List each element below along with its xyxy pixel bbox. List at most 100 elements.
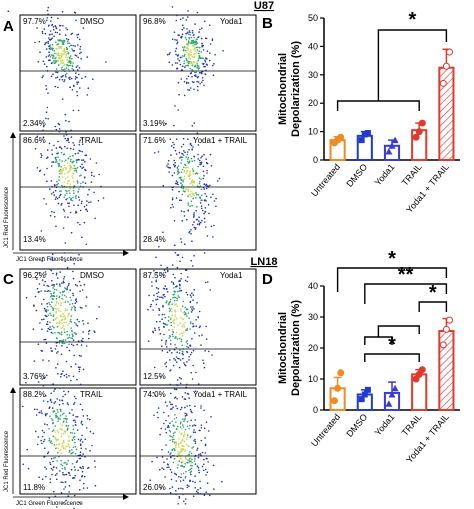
- flow-event-dot: [179, 480, 182, 482]
- flow-event-dot: [187, 312, 190, 314]
- flow-event-dot: [157, 407, 160, 409]
- flow-event-dot: [174, 359, 177, 361]
- flow-event-dot: [79, 489, 81, 491]
- flow-event-dot: [59, 190, 61, 193]
- flow-event-dot: [171, 197, 174, 199]
- flow-event-dot: [174, 62, 177, 64]
- flow-event-dot: [35, 414, 38, 416]
- flow-event-dot: [189, 177, 191, 180]
- flow-event-dot: [76, 325, 79, 327]
- flow-event-dot: [181, 256, 184, 259]
- flow-event-dot: [68, 375, 70, 377]
- flow-event-dot: [55, 297, 58, 300]
- flow-event-dot: [55, 274, 58, 276]
- flow-event-dot: [59, 470, 61, 472]
- flow-event-dot: [49, 478, 52, 480]
- flow-event-dot: [93, 175, 95, 178]
- flow-event-dot: [181, 427, 183, 430]
- flow-event-dot: [85, 154, 88, 156]
- flow-event-dot: [188, 37, 191, 40]
- flow-event-dot: [183, 80, 186, 83]
- flow-event-dot: [60, 481, 62, 484]
- flow-event-dot: [51, 419, 54, 421]
- flow-event-dot: [153, 294, 155, 297]
- flow-event-dot: [196, 49, 199, 51]
- flow-event-dot: [68, 56, 71, 59]
- flow-event-dot: [43, 447, 46, 450]
- flow-event-dot: [79, 209, 82, 212]
- flow-event-dot: [171, 281, 173, 283]
- flow-event-dot: [75, 19, 77, 22]
- flow-event-dot: [156, 271, 158, 274]
- flow-event-dot: [67, 495, 69, 497]
- flow-event-dot: [212, 464, 215, 467]
- flow-event-dot: [167, 415, 170, 417]
- flow-event-dot: [72, 270, 74, 273]
- flow-event-dot: [79, 466, 81, 469]
- flow-event-dot: [175, 197, 178, 199]
- flow-event-dot: [88, 329, 91, 332]
- flow-event-dot: [195, 172, 198, 174]
- flow-event-dot: [209, 52, 211, 54]
- flow-event-dot: [77, 469, 79, 472]
- flow-event-dot: [183, 440, 186, 443]
- flow-event-dot: [56, 161, 58, 163]
- flow-event-dot: [55, 61, 57, 64]
- flow-event-dot: [60, 339, 62, 342]
- flow-event-dot: [195, 46, 198, 49]
- flow-event-dot: [183, 313, 186, 316]
- flow-event-dot: [62, 315, 65, 318]
- flow-event-dot: [174, 162, 176, 164]
- flow-event-dot: [184, 306, 187, 309]
- flow-event-dot: [161, 467, 163, 469]
- flow-event-dot: [52, 298, 54, 301]
- flow-event-dot: [83, 205, 86, 208]
- flow-event-dot: [70, 136, 73, 138]
- flow-event-dot: [177, 254, 179, 256]
- flow-event-dot: [63, 53, 66, 55]
- flow-event-dot: [168, 429, 171, 432]
- flow-event-dot: [176, 14, 178, 17]
- flow-event-dot: [192, 349, 195, 352]
- flow-event-dot: [180, 241, 183, 243]
- flow-condition-label: DMSO: [80, 17, 104, 26]
- flow-event-dot: [202, 359, 204, 362]
- flow-event-dot: [175, 47, 178, 50]
- flow-event-dot: [61, 79, 64, 81]
- flow-event-dot: [82, 453, 84, 455]
- flow-event-dot: [190, 157, 193, 160]
- flow-event-dot: [171, 174, 174, 177]
- flow-event-dot: [167, 166, 169, 169]
- y-tick-label: 0: [313, 155, 318, 165]
- flow-event-dot: [68, 282, 70, 285]
- flow-event-dot: [176, 361, 178, 364]
- flow-event-dot: [26, 448, 29, 451]
- flow-event-dot: [77, 109, 80, 112]
- flow-event-dot: [204, 281, 207, 284]
- flow-event-dot: [172, 273, 175, 276]
- flow-event-dot: [175, 405, 177, 407]
- flow-event-dot: [43, 377, 46, 379]
- flow-event-dot: [176, 54, 179, 57]
- flow-event-dot: [174, 276, 176, 279]
- flow-event-dot: [200, 424, 203, 427]
- flow-event-dot: [41, 154, 43, 157]
- flow-event-dot: [193, 460, 196, 462]
- flow-event-dot: [33, 360, 36, 362]
- flow-y-axis-label: JC1 Red Fluorescence: [4, 430, 10, 492]
- flow-event-dot: [48, 437, 51, 440]
- flow-event-dot: [192, 446, 195, 448]
- flow-event-dot: [202, 49, 205, 51]
- flow-event-dot: [155, 320, 158, 323]
- flow-event-dot: [184, 322, 186, 324]
- flow-event-dot: [27, 467, 30, 470]
- flow-event-dot: [188, 356, 190, 358]
- flow-event-dot: [50, 331, 53, 334]
- x-tick-label: Untreated: [309, 412, 342, 449]
- flow-event-dot: [184, 457, 187, 460]
- flow-event-dot: [58, 331, 60, 334]
- flow-event-dot: [63, 252, 66, 254]
- flow-event-dot: [67, 172, 69, 174]
- flow-event-dot: [164, 363, 166, 365]
- flow-event-dot: [66, 48, 69, 50]
